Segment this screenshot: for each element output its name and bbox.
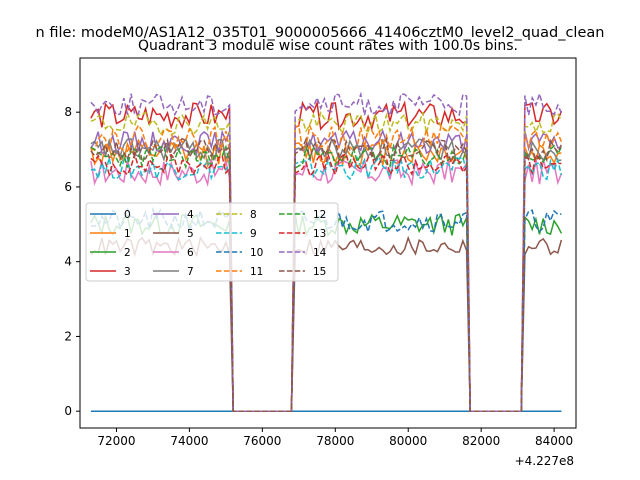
series-line-14: [90, 91, 563, 412]
legend-label: 11: [250, 266, 263, 278]
series-line-11: [90, 123, 563, 412]
series-line-15: [90, 136, 563, 412]
plot-frame: [79, 57, 577, 429]
series-line-4: [90, 128, 562, 412]
x-tick-label: 82000: [462, 434, 500, 448]
x-axis-offset-label: +4.227e8: [515, 454, 574, 468]
chart-title: Quadrant 3 module wise count rates with …: [138, 38, 518, 54]
x-tick-label: 80000: [389, 434, 427, 448]
x-tick-label: 84000: [535, 434, 573, 448]
legend-label: 15: [313, 266, 326, 278]
legend-label: 8: [250, 209, 257, 221]
y-tick-label: 0: [64, 404, 72, 418]
legend-label: 0: [124, 209, 131, 221]
legend-label: 7: [187, 266, 194, 278]
x-tick-label: 76000: [243, 434, 281, 448]
legend-label: 1: [124, 228, 131, 240]
y-tick-label: 4: [64, 255, 72, 269]
legend-label: 2: [124, 247, 131, 259]
legend-label: 13: [313, 228, 326, 240]
x-tick-label: 74000: [170, 434, 208, 448]
series-line-3: [90, 100, 563, 412]
legend-label: 5: [187, 228, 194, 240]
legend-label: 6: [187, 247, 194, 259]
y-tick-label: 6: [64, 180, 72, 194]
y-axis: 0 2 4 6 8: [64, 105, 80, 418]
legend-label: 4: [187, 209, 194, 221]
figure-suptitle: n file: modeM0/AS1A12_035T01_9000005666_…: [36, 25, 605, 41]
x-tick-label: 72000: [97, 434, 135, 448]
legend-label: 9: [250, 228, 257, 240]
y-tick-label: 2: [64, 329, 72, 343]
x-tick-label: 78000: [316, 434, 354, 448]
legend-label: 12: [313, 209, 326, 221]
series-line-6: [90, 158, 563, 412]
y-tick-label: 8: [64, 105, 72, 119]
series-line-13: [90, 151, 562, 412]
legend-label: 10: [250, 247, 263, 259]
legend-box: [85, 202, 339, 282]
series-line-8: [90, 110, 563, 412]
x-axis: 72000 74000 76000 78000 80000 82000 84000: [97, 428, 573, 448]
legend-label: 14: [313, 247, 327, 259]
legend-label: 3: [124, 266, 131, 278]
series-line-12: [90, 143, 563, 412]
